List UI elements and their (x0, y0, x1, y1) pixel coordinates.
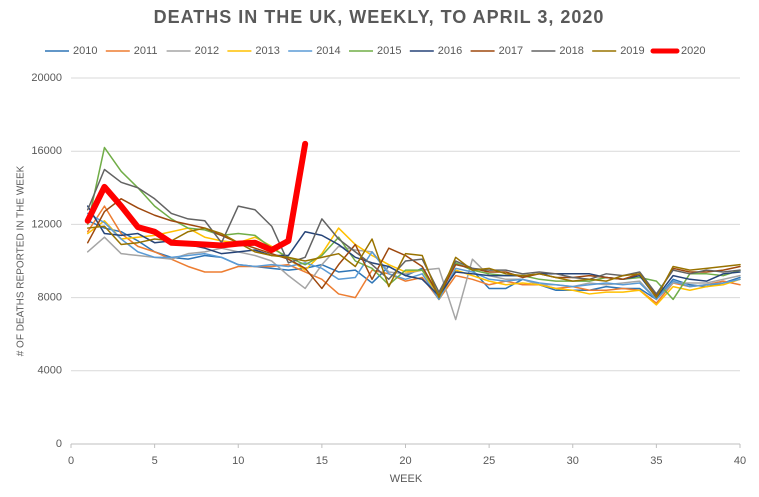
legend-label: 2013 (255, 45, 279, 57)
x-axis-label: WEEK (390, 473, 423, 485)
y-tick-label: 20000 (31, 72, 62, 84)
x-tick-label: 0 (68, 455, 74, 467)
series-line (86, 168, 741, 295)
series-line (86, 198, 741, 297)
series-line (86, 225, 741, 299)
x-tick-label: 40 (734, 455, 746, 467)
series-line (86, 205, 741, 304)
x-tick-label: 30 (567, 455, 579, 467)
legend-label: 2011 (134, 45, 158, 57)
legend-label: 2020 (681, 45, 705, 57)
series-line (86, 219, 741, 306)
legend-label: 2019 (620, 45, 644, 57)
legend-label: 2016 (438, 45, 462, 57)
x-tick-label: 20 (399, 455, 411, 467)
series-line (84, 140, 309, 254)
y-tick-label: 0 (56, 438, 62, 450)
legend-label: 2014 (316, 45, 340, 57)
y-tick-label: 16000 (31, 145, 62, 157)
y-axis-label: # OF DEATHS REPORTED IN THE WEEK (16, 165, 27, 356)
legend-label: 2017 (499, 45, 523, 57)
y-tick-label: 4000 (38, 365, 62, 377)
x-tick-label: 35 (650, 455, 662, 467)
series-line (86, 146, 741, 301)
x-tick-label: 5 (152, 455, 158, 467)
legend-label: 2018 (559, 45, 583, 57)
series-line (86, 236, 741, 321)
chart-title: DEATHS IN THE UK, WEEKLY, TO APRIL 3, 20… (154, 7, 605, 27)
x-tick-label: 25 (483, 455, 495, 467)
legend-label: 2010 (73, 45, 97, 57)
x-tick-label: 10 (232, 455, 244, 467)
y-tick-label: 8000 (38, 292, 62, 304)
legend-label: 2012 (195, 45, 219, 57)
series-line (86, 212, 741, 301)
x-tick-label: 15 (316, 455, 328, 467)
legend-label: 2015 (377, 45, 401, 57)
y-tick-label: 12000 (31, 218, 62, 230)
